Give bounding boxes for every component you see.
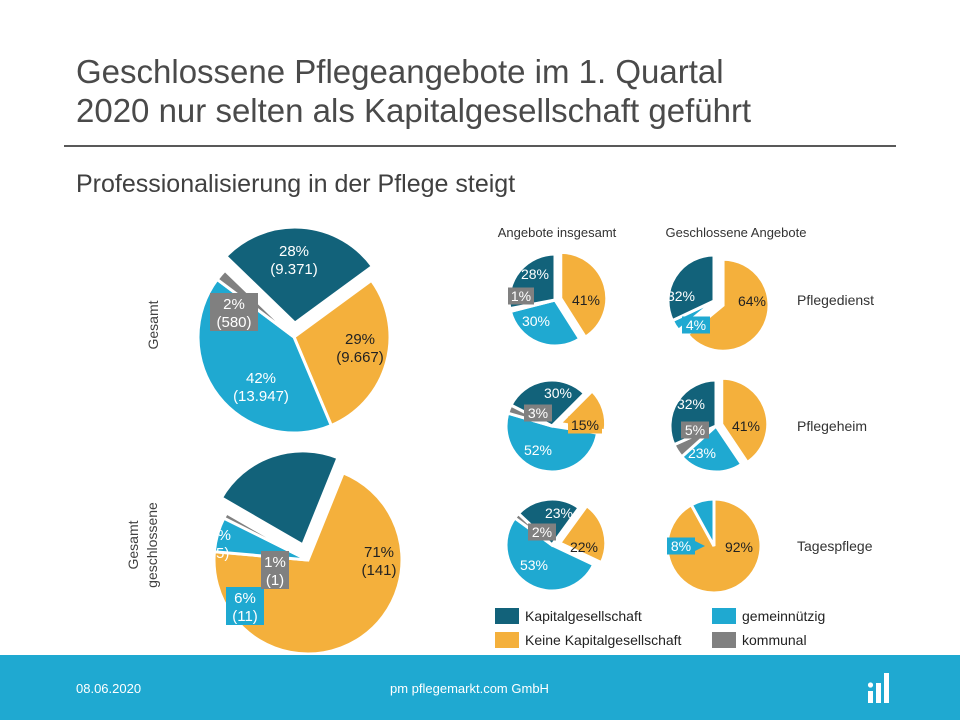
gesamt-label-count-2: (13.947): [233, 388, 289, 405]
pflegedienst-insgesamt-slice-1: [508, 298, 582, 348]
gesamt-label-pct-0: 28%: [279, 243, 309, 260]
pflegedienst-insgesamt-slice-0: [559, 250, 609, 340]
row-label-tagespflege: Tagespflege: [797, 538, 873, 554]
tagespflege-geschlossene-label-pct-1: 8%: [671, 538, 691, 554]
pflegedienst-insgesamt-label-box-2: [508, 287, 534, 305]
pflegeheim-insgesamt-slice-1: [504, 411, 600, 474]
title-divider: [64, 145, 896, 147]
pflegeheim-geschlossene-label-box-2: [681, 421, 709, 439]
legend-swatch-3: [712, 632, 736, 648]
page-subtitle: Professionalisierung in der Pflege steig…: [76, 170, 516, 198]
tagespflege-insgesamt-slice-3: [516, 497, 582, 548]
gesamt-label-pct-1: 29%: [345, 331, 375, 348]
legend-label-0: Kapitalgesellschaft: [525, 608, 642, 624]
pflegeheim-insgesamt-slice-3: [508, 378, 587, 428]
tagespflege-insgesamt-slice-1: [504, 515, 596, 593]
gesamt-geschlossene-label-pct-3: 23%: [201, 527, 231, 544]
pflegedienst-insgesamt-label-pct-1: 30%: [522, 313, 550, 329]
legend-label-2: Keine Kapitalgesellschaft: [525, 632, 682, 648]
legend-swatch-1: [712, 608, 736, 624]
pflegedienst-insgesamt-label-pct-0: 41%: [572, 292, 600, 308]
gesamt-geschlossene-label-count-2: (1): [266, 572, 284, 589]
row-label-pflegedienst: Pflegedienst: [797, 292, 874, 308]
gesamt-label-count-3: (580): [216, 314, 251, 331]
gesamt-geschlossene-label-box-2: [261, 551, 289, 589]
gesamt-geschlossene-label-count-3: (45): [203, 545, 230, 562]
footer-company: pm pflegemarkt.com GmbH: [390, 681, 549, 696]
row-label-geschlossene-line-1: Gesamt: [125, 520, 141, 569]
pflegeheim-geschlossene-slice-1: [679, 423, 744, 474]
tagespflege-insgesamt-slice-0: [557, 503, 608, 565]
pflegedienst-geschlossene-label-pct-0: 64%: [738, 293, 766, 309]
pflegedienst-geschlossene-label-box-1: [682, 316, 710, 334]
gesamt-slice-1: [292, 278, 392, 428]
tagespflege-geschlossene-slice-1: [689, 497, 716, 547]
gesamt-label-pct-3: 2%: [223, 296, 245, 313]
pflegeheim-insgesamt-label-box-2: [524, 404, 552, 422]
legend-label-3: kommunal: [742, 632, 807, 648]
gesamt-geschlossene-label-pct-1: 6%: [234, 590, 256, 607]
footer-bar: 08.06.2020 pm pflegemarkt.com GmbH: [0, 655, 960, 720]
tagespflege-insgesamt-label-box-2: [528, 523, 556, 541]
footer-date: 08.06.2020: [76, 681, 142, 696]
tagespflege-insgesamt-label-pct-2: 2%: [532, 524, 552, 540]
pflegeheim-insgesamt-label-pct-2: 3%: [528, 405, 548, 421]
gesamt-label-pct-2: 42%: [246, 370, 276, 387]
column-header-geschlossene: Geschlossene Angebote: [666, 225, 807, 240]
pflegeheim-insgesamt-label-pct-0: 15%: [571, 417, 599, 433]
pflegeheim-geschlossene-label-pct-0: 41%: [732, 418, 760, 434]
pflegeheim-insgesamt-label-box-0: [568, 416, 602, 434]
row-label-gesamt: Gesamt: [145, 300, 161, 349]
gesamt-geschlossene-label-pct-0: 71%: [364, 544, 394, 561]
gesamt-geschlossene-label-count-0: (141): [361, 562, 396, 579]
gesamt-geschlossene-label-count-1: (11): [232, 608, 258, 625]
legend-label-1: gemeinnützig: [742, 608, 825, 624]
pflegedienst-geschlossene-label-pct-2: 32%: [667, 288, 695, 304]
page-title-line-2: 2020 nur selten als Kapitalgesellschaft …: [76, 92, 752, 129]
pflegeheim-geschlossene-slice-0: [720, 376, 770, 465]
pie-charts-figure: 28%(9.371)29%(9.667)42%(13.947)2%(580)71…: [125, 225, 874, 655]
pflegeheim-insgesamt-label-pct-1: 52%: [524, 442, 552, 458]
legend-swatch-0: [495, 608, 519, 624]
gesamt-label-count-1: (9.667): [336, 349, 384, 366]
page-title: Geschlossene Pflegeangebote im 1. Quarta…: [76, 52, 916, 130]
pflegeheim-geschlossene-label-pct-2: 5%: [685, 422, 705, 438]
tagespflege-insgesamt-label-pct-0: 22%: [570, 539, 598, 555]
pflegemarkt-logo-icon: [867, 673, 889, 703]
tagespflege-insgesamt-label-pct-3: 23%: [545, 505, 573, 521]
pflegeheim-insgesamt-label-pct-3: 30%: [544, 385, 572, 401]
row-label-pflegeheim: Pflegeheim: [797, 418, 867, 434]
tagespflege-geschlossene-label-box-1: [667, 537, 695, 555]
gesamt-label-count-0: (9.371): [270, 261, 318, 278]
page-title-line-1: Geschlossene Pflegeangebote im 1. Quarta…: [76, 53, 724, 90]
pflegedienst-insgesamt-label-pct-3: 28%: [521, 266, 549, 282]
gesamt-geschlossene-slice-3: [219, 449, 340, 548]
legend-swatch-2: [495, 632, 519, 648]
pflegedienst-insgesamt-label-pct-2: 1%: [511, 288, 531, 304]
gesamt-geschlossene-label-box-1: [226, 587, 264, 625]
pflegeheim-geschlossene-label-pct-3: 32%: [677, 396, 705, 412]
column-header-insgesamt: Angebote insgesamt: [498, 225, 617, 240]
gesamt-slice-0: [223, 225, 375, 325]
row-label-geschlossene-line-2: geschlossene: [144, 502, 160, 588]
gesamt-geschlossene-label-pct-2: 1%: [264, 554, 286, 571]
tagespflege-geschlossene-label-pointer-1: [695, 541, 705, 551]
pflegeheim-geschlossene-label-pct-1: 23%: [688, 445, 716, 461]
gesamt-label-box-3: [210, 293, 258, 331]
pflegedienst-geschlossene-slice-2: [666, 253, 716, 323]
pflegedienst-geschlossene-label-pct-1: 4%: [686, 317, 706, 333]
tagespflege-geschlossene-label-pct-0: 92%: [725, 539, 753, 555]
tagespflege-insgesamt-label-pct-1: 53%: [520, 557, 548, 573]
gesamt-geschlossene-slice-2: [221, 510, 309, 562]
